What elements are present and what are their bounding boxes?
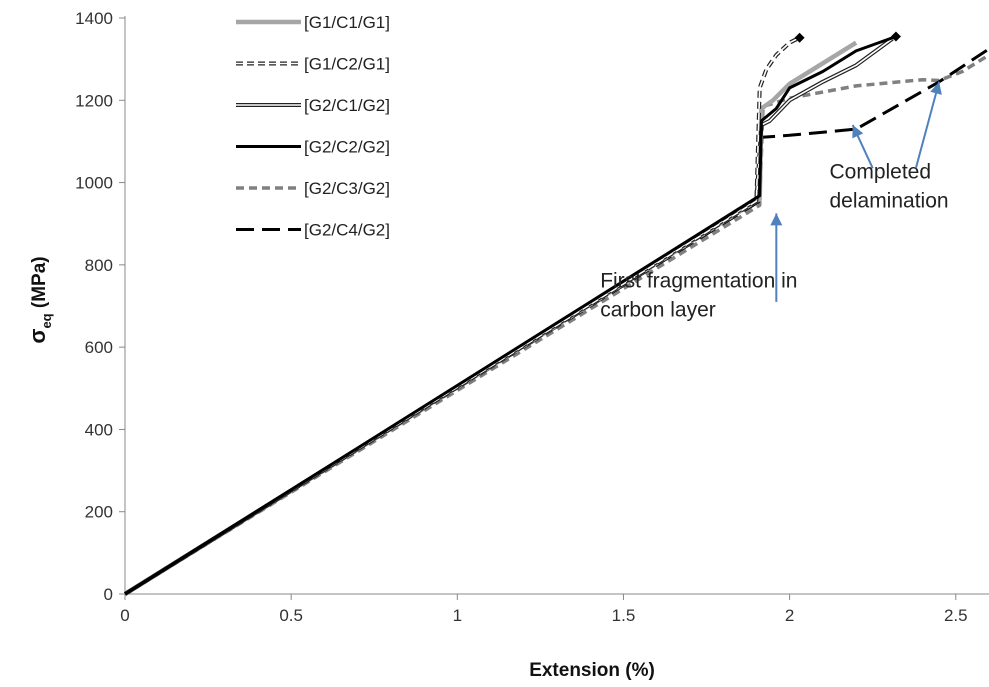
series-g1-c2-g1 — [123, 32, 805, 596]
x-tick-label: 0 — [120, 606, 129, 625]
x-tick-label: 2 — [785, 606, 794, 625]
y-tick-label: 600 — [85, 338, 113, 357]
y-axis-title-unit: (MPa) — [29, 256, 50, 313]
x-tick-label: 0.5 — [279, 606, 303, 625]
series-line — [123, 36, 894, 596]
series-line — [123, 40, 858, 596]
annotation-line: Completed — [829, 160, 931, 183]
legend-item: [G1/C2/G1] — [236, 55, 390, 74]
annotation-arrow-head — [852, 124, 864, 139]
y-axis-title: σeq (MPa) — [25, 256, 54, 343]
annotation-text-1: First fragmentation in carbon layer — [600, 269, 797, 321]
annotations: First fragmentation in carbon layer Comple… — [600, 81, 949, 321]
legend-label: [G1/C2/G1] — [304, 55, 390, 74]
x-tick-label: 2.5 — [944, 606, 968, 625]
series-line — [124, 37, 894, 595]
y-tick-label: 1400 — [75, 9, 113, 28]
series-group — [123, 31, 989, 596]
annotation-line: First fragmentation in — [600, 269, 797, 292]
annotation-arrow-head — [930, 81, 942, 95]
axes: 0 200 400 600 800 1000 1200 1400 0 0.5 1 1.5 2 2.5 — [75, 9, 989, 625]
annotation-arrow-head — [770, 213, 783, 226]
end-marker — [794, 32, 805, 43]
x-axis-title: Extension (%) — [529, 660, 655, 681]
x-tick-label: 1 — [453, 606, 462, 625]
series-g2-c1-g2 — [123, 36, 894, 596]
legend-item: [G2/C1/G2] — [236, 96, 390, 115]
y-tick-label: 200 — [85, 503, 113, 522]
series-line — [124, 36, 800, 595]
series-g2-c3-g2 — [124, 53, 989, 596]
y-tick-label: 400 — [85, 420, 113, 439]
y-tick-label: 0 — [104, 585, 113, 604]
legend-item: [G2/C2/G2] — [236, 138, 390, 157]
y-tick-label: 1000 — [75, 174, 113, 193]
y-axis-title-symbol: σ — [25, 329, 50, 344]
annotation-line: carbon layer — [600, 298, 716, 321]
annotation-line: delamination — [829, 189, 948, 212]
series-line — [124, 53, 989, 596]
series-line — [124, 35, 897, 596]
y-tick-label: 1200 — [75, 91, 113, 110]
legend-label: [G2/C4/G2] — [304, 221, 390, 240]
legend-label: [G2/C3/G2] — [304, 179, 390, 198]
legend-item: [G1/C1/G1] — [236, 13, 390, 32]
legend-item: [G2/C3/G2] — [236, 179, 390, 198]
legend-label: [G2/C1/G2] — [304, 96, 390, 115]
annotation-text-2: Completed delamination — [829, 160, 948, 212]
legend-item: [G2/C4/G2] — [236, 221, 390, 240]
legend-label: [G2/C2/G2] — [304, 138, 390, 157]
legend-label: [G1/C1/G1] — [304, 13, 390, 32]
y-axis-title-subscript: eq — [39, 313, 54, 328]
annotation-arrow — [914, 81, 941, 169]
end-marker — [890, 31, 901, 42]
y-tick-label: 800 — [85, 256, 113, 275]
series-g2-c2-g2 — [124, 31, 901, 596]
legend: [G1/C1/G1] [G1/C2/G1] [G2/C1/G2] [G2/C2/G2]… — [236, 13, 390, 240]
series-g1-c1-g1 — [123, 40, 858, 596]
x-tick-label: 1.5 — [612, 606, 636, 625]
